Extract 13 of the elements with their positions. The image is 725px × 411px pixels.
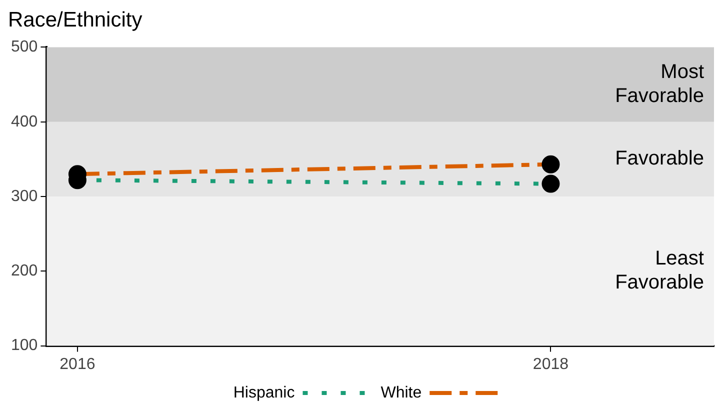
legend-label: Hispanic bbox=[233, 384, 295, 402]
y-tick-label: 500 bbox=[10, 38, 38, 56]
y-tick-label: 100 bbox=[10, 337, 38, 354]
band-label: Least Favorable bbox=[615, 248, 704, 294]
y-tick-label: 300 bbox=[10, 188, 38, 205]
x-tick-label: 2018 bbox=[532, 356, 569, 373]
y-tick-label: 400 bbox=[10, 113, 38, 130]
chart-title: Race/Ethnicity bbox=[8, 8, 143, 32]
x-tick-label: 2016 bbox=[60, 356, 96, 373]
y-tick-label: 200 bbox=[10, 262, 38, 280]
legend-label: White bbox=[380, 384, 422, 402]
band-label: Favorable bbox=[615, 148, 704, 170]
band-label: Most Favorable bbox=[615, 61, 704, 108]
